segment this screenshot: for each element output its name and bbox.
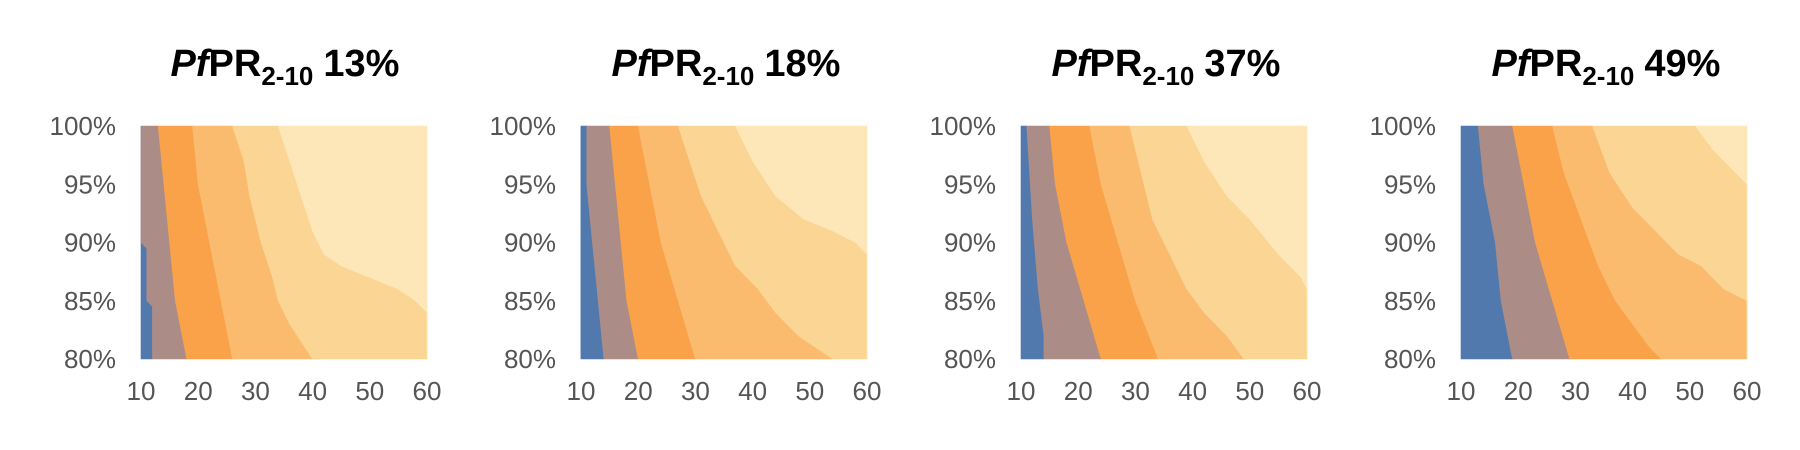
heatmap-region-6 <box>277 125 428 359</box>
title-subscript: 2-10 <box>702 61 754 91</box>
x-tick-label: 40 <box>1618 376 1647 406</box>
y-tick-label: 90% <box>504 228 556 258</box>
x-tick-label: 10 <box>1447 376 1476 406</box>
y-tick-label: 90% <box>1384 228 1436 258</box>
x-tick-labels: 10 20 30 40 50 60 <box>1447 376 1762 406</box>
y-tick-label: 80% <box>504 344 556 374</box>
y-tick-label: 95% <box>944 169 996 199</box>
title-italic-prefix: Pf <box>1052 43 1093 85</box>
panel-1: PfPR2-10 13% 100% 95% 90% 85% 80% 10 20 30 40 50 6… <box>50 43 442 406</box>
y-tick-label: 100% <box>490 111 557 141</box>
title-italic-prefix: Pf <box>612 43 653 85</box>
x-tick-label: 30 <box>1561 376 1590 406</box>
x-tick-label: 20 <box>184 376 213 406</box>
x-tick-label: 40 <box>298 376 327 406</box>
y-tick-label: 95% <box>504 169 556 199</box>
y-tick-label: 95% <box>64 169 116 199</box>
region-layer <box>1460 125 1748 360</box>
x-tick-label: 60 <box>853 376 882 406</box>
title-main: PR <box>650 43 703 85</box>
y-tick-labels: 100% 95% 90% 85% 80% <box>50 111 117 374</box>
x-tick-label: 40 <box>738 376 767 406</box>
y-tick-label: 95% <box>1384 169 1436 199</box>
y-tick-label: 85% <box>944 286 996 316</box>
heatmap-region-7 <box>734 125 868 359</box>
x-tick-label: 30 <box>1121 376 1150 406</box>
y-tick-labels: 100% 95% 90% 85% 80% <box>1370 111 1437 374</box>
title-value: 13% <box>323 43 399 85</box>
panel-3: PfPR2-10 37% 100% 95% 90% 85% 80% 10 20 30 40 50 6… <box>930 43 1322 406</box>
y-tick-label: 85% <box>64 286 116 316</box>
title-italic-prefix: Pf <box>171 43 212 85</box>
y-tick-label: 100% <box>930 111 997 141</box>
title-main: PR <box>209 43 262 85</box>
x-tick-label: 10 <box>127 376 156 406</box>
y-tick-label: 80% <box>944 344 996 374</box>
y-tick-label: 90% <box>64 228 116 258</box>
title-value: 49% <box>1644 43 1720 85</box>
x-tick-label: 20 <box>624 376 653 406</box>
title-italic-prefix: Pf <box>1492 43 1533 85</box>
y-tick-label: 80% <box>64 344 116 374</box>
panel-title: PfPR2-10 49% <box>1492 43 1721 91</box>
title-subscript: 2-10 <box>1582 61 1634 91</box>
y-tick-label: 90% <box>944 228 996 258</box>
title-value: 37% <box>1204 43 1280 85</box>
x-tick-label: 60 <box>1293 376 1322 406</box>
x-tick-label: 50 <box>795 376 824 406</box>
x-tick-label: 50 <box>355 376 384 406</box>
region-layer <box>1020 125 1308 360</box>
x-tick-label: 10 <box>1007 376 1036 406</box>
x-tick-labels: 10 20 30 40 50 60 <box>127 376 442 406</box>
x-tick-labels: 10 20 30 40 50 60 <box>1007 376 1322 406</box>
title-subscript: 2-10 <box>261 61 313 91</box>
heatmap-region-6 <box>1694 125 1748 359</box>
y-tick-label: 100% <box>50 111 117 141</box>
panel-title: PfPR2-10 13% <box>171 43 400 91</box>
x-tick-label: 20 <box>1064 376 1093 406</box>
title-subscript: 2-10 <box>1142 61 1194 91</box>
x-tick-label: 50 <box>1235 376 1264 406</box>
panel-4: PfPR2-10 49% 100% 95% 90% 85% 80% 10 20 30 40 50 6… <box>1370 43 1762 406</box>
y-tick-label: 85% <box>1384 286 1436 316</box>
x-tick-label: 30 <box>681 376 710 406</box>
y-tick-label: 80% <box>1384 344 1436 374</box>
y-tick-labels: 100% 95% 90% 85% 80% <box>930 111 997 374</box>
x-tick-label: 40 <box>1178 376 1207 406</box>
x-tick-label: 60 <box>1733 376 1762 406</box>
y-tick-labels: 100% 95% 90% 85% 80% <box>490 111 557 374</box>
title-value: 18% <box>764 43 840 85</box>
x-tick-label: 10 <box>567 376 596 406</box>
y-tick-label: 100% <box>1370 111 1437 141</box>
title-main: PR <box>1090 43 1143 85</box>
panel-title: PfPR2-10 18% <box>612 43 841 91</box>
heatmap-region-6 <box>1186 125 1308 359</box>
region-layer <box>140 125 428 360</box>
title-main: PR <box>1530 43 1583 85</box>
panel-2: PfPR2-10 18% 100% 95% 90% 85% 80% 10 20 30 40 50 6… <box>490 43 882 406</box>
x-tick-label: 50 <box>1675 376 1704 406</box>
x-tick-label: 30 <box>241 376 270 406</box>
panel-title: PfPR2-10 37% <box>1052 43 1281 91</box>
x-tick-labels: 10 20 30 40 50 60 <box>567 376 882 406</box>
x-tick-label: 20 <box>1504 376 1533 406</box>
x-tick-label: 60 <box>413 376 442 406</box>
y-tick-label: 85% <box>504 286 556 316</box>
region-layer <box>580 125 868 360</box>
